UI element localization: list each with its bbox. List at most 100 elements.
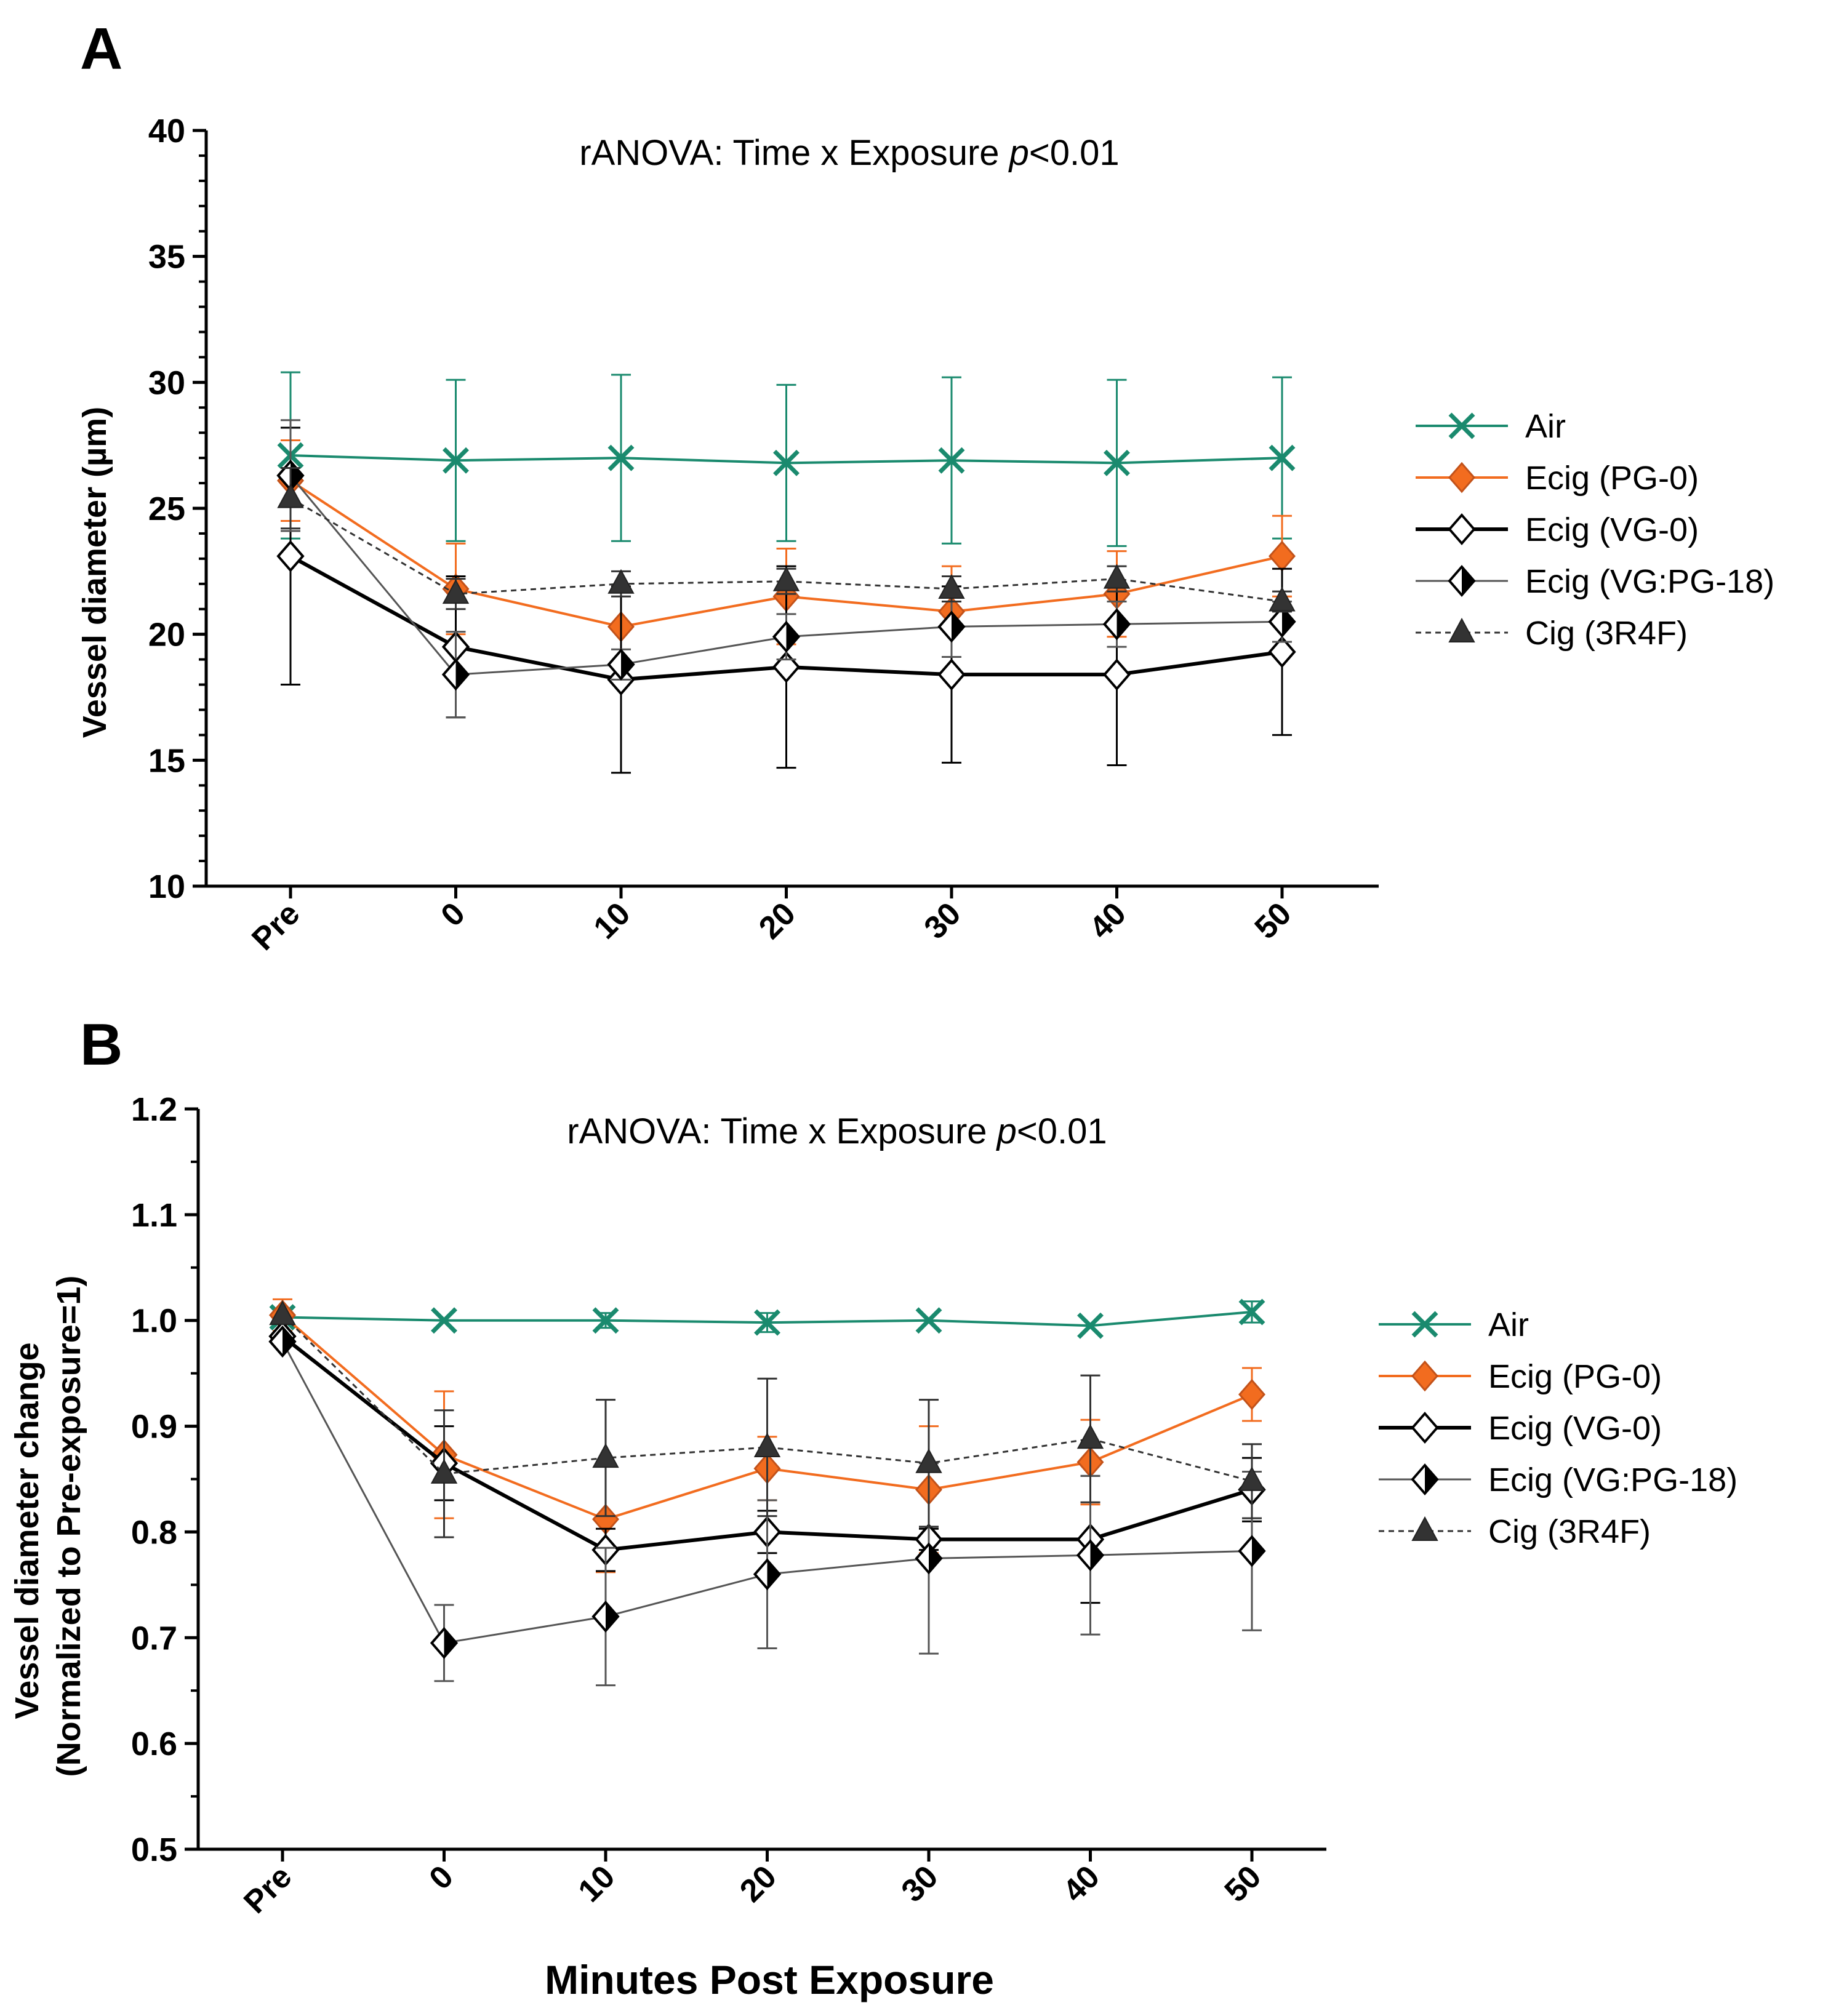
y-tick-label: 35 [148,239,185,276]
x-tick-label: 0 [435,895,472,933]
data-point [915,1448,942,1473]
legend-marker-stroke-2 [1411,1311,1438,1338]
legend-item: Cig (3R4F) [1379,1513,1651,1550]
y-tick-label: 0.6 [131,1726,177,1762]
data-point [938,574,965,599]
data-point-fill [283,1327,295,1356]
legend-item: Ecig (PG-0) [1379,1358,1662,1395]
x-tick-label: Pre [237,1858,299,1920]
data-point [1269,540,1296,572]
legend-item: Ecig (VG:PG-18) [1379,1462,1738,1498]
data-point [1238,1378,1265,1410]
data-point-stroke-2 [754,1309,780,1336]
data-point-fill [444,1628,457,1657]
legend-item: Air [1379,1306,1529,1343]
data-point [1268,606,1296,638]
legend-label: Air [1525,408,1566,445]
data-point [754,1309,780,1336]
legend-item: Air [1416,408,1566,445]
x-tick-label: 20 [733,1858,784,1909]
data-point-fill [929,1544,941,1573]
legend-marker-fill [1462,567,1474,595]
plot-area-b: 0.5 0.6 0.7 0.8 0.9 1.0 1.1 1.2 Pre 0 10 20 30 40 50 [131,1091,1326,1921]
series-ecig-vg-pg-18 [268,1326,1266,1687]
panel-b: B rANOVA: Time x Exposure p<0.01 Vessel … [9,1012,1738,2002]
data-point [268,1326,297,1358]
x-tick-label: 40 [1083,895,1133,946]
y-axis-label-b-line1: Vessel diameter change [9,1342,46,1719]
legend-label: Ecig (VG:PG-18) [1525,563,1774,600]
data-point [607,648,635,681]
data-point [442,579,470,604]
data-point [915,1307,942,1334]
panel-letter-a: A [80,16,122,82]
data-point-stroke-2 [915,1307,942,1334]
x-tick-label: 10 [572,1858,622,1909]
data-point-fill [1282,607,1294,636]
panel-a: A rANOVA: Time x Exposure p<0.01 Vessel … [76,16,1774,958]
legend-label: Air [1488,1306,1529,1343]
legend-marker-fill [1425,1465,1437,1494]
anova-annotation-a: rANOVA: Time x Exposure p<0.01 [579,133,1119,173]
data-point [1076,1539,1105,1572]
data-point [753,1432,781,1457]
data-point-stroke-2 [607,444,635,471]
panel-letter-b: B [80,1012,122,1078]
data-point-fill [1116,610,1129,639]
x-tick-label: 40 [1056,1858,1107,1909]
data-point-stroke-2 [938,447,965,474]
data-point [430,1458,458,1484]
y-axis-label-b: Vessel diameter change (Normalized to Pr… [9,1276,87,1777]
y-tick-label: 0.5 [131,1831,177,1868]
data-point [1077,1312,1104,1339]
y-tick-label: 10 [148,868,185,905]
legend-item: Ecig (VG-0) [1416,511,1699,548]
x-tick-label: Pre [245,895,307,957]
y-tick-label: 30 [148,364,185,401]
y-tick-label: 1.1 [131,1197,177,1234]
y-tick-label: 40 [148,113,185,150]
legend-marker [1411,1516,1438,1541]
data-point [1268,636,1296,668]
series-air [269,1298,1265,1339]
data-point [753,1558,782,1591]
legend-marker [1411,1311,1438,1338]
data-point [431,1307,457,1334]
data-point [1104,449,1130,476]
legend-a: Air Ecig (PG-0) Ecig (VG-0) Ecig (VG:PG-18)… [1416,408,1774,652]
legend-marker [1448,513,1476,546]
y-tick-label: 20 [148,617,185,654]
data-point [772,566,800,591]
data-point-stroke-2 [431,1307,457,1334]
data-point-stroke-2 [592,1307,619,1334]
legend-item: Ecig (PG-0) [1416,460,1699,497]
legend-marker [1448,617,1475,642]
legend-marker [1411,1411,1439,1444]
data-point [1238,1466,1265,1491]
series-cig-3r4f [269,1300,1265,1538]
data-point [938,447,965,474]
data-point-fill [767,1560,780,1589]
data-point-stroke-2 [443,447,469,474]
data-point [915,1542,943,1575]
legend-marker [1411,1360,1438,1392]
y-tick-label: 0.9 [131,1409,177,1446]
series-air [277,371,1296,547]
data-point [772,620,801,653]
x-tick-label: 30 [895,1858,945,1909]
data-point [1103,564,1131,589]
data-point [441,658,470,691]
data-point-stroke-2 [1238,1298,1265,1326]
data-point-stroke-2 [1077,1312,1104,1339]
data-point [592,1307,619,1334]
data-point [592,1443,619,1468]
anova-annotation-b: rANOVA: Time x Exposure p<0.01 [567,1111,1107,1151]
data-point [1269,444,1296,471]
legend-item: Ecig (VG-0) [1379,1410,1662,1447]
y-axis-label-b-line2: (Normalized to Pre-exposure=1) [50,1276,87,1777]
data-point-fill [1090,1541,1103,1570]
data-point [1102,658,1131,691]
series-ecig-vg-pg-18 [276,419,1296,719]
legend-marker [1448,462,1475,494]
data-point [607,569,635,594]
